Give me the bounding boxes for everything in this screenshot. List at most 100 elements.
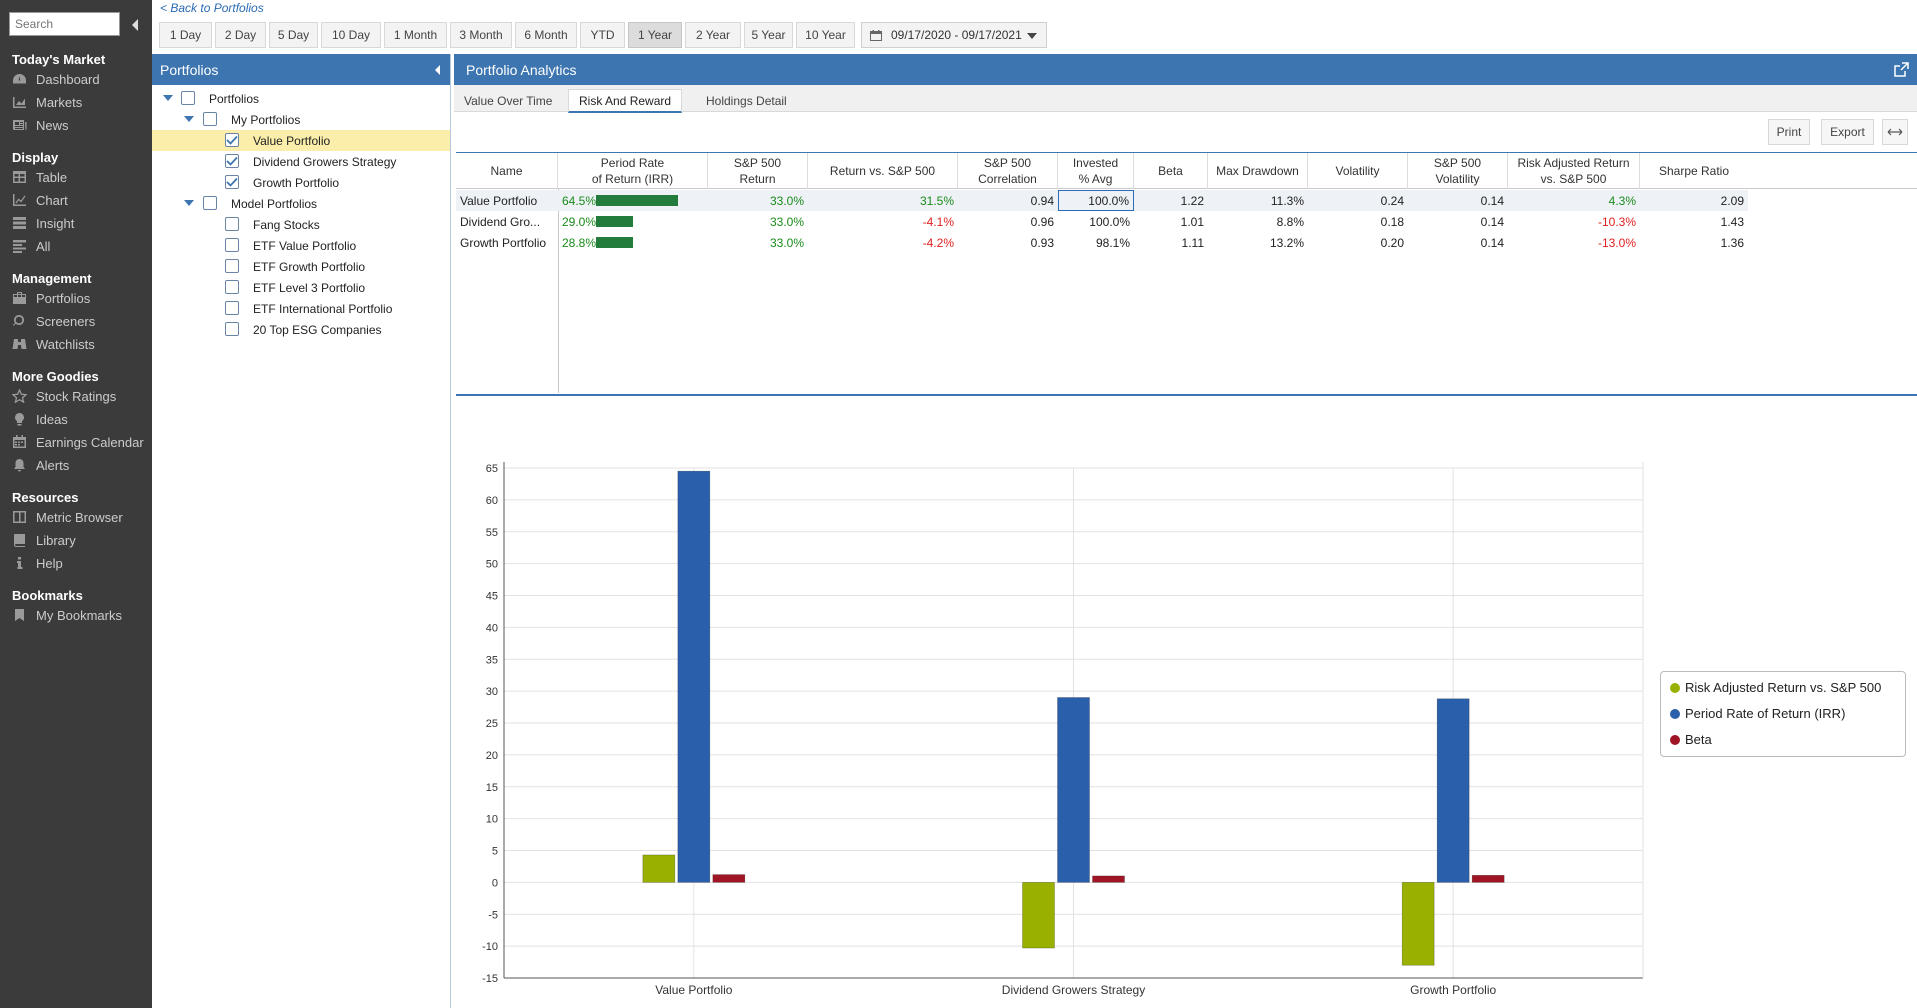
search-input[interactable] — [10, 13, 119, 35]
expand-toggle-icon[interactable] — [163, 95, 173, 101]
nav-item-library[interactable]: Library — [11, 530, 76, 550]
period-button-5-day[interactable]: 5 Day — [269, 22, 318, 48]
tree-item-growth-portfolio[interactable]: Growth Portfolio — [152, 172, 450, 193]
tree-item-etf-growth-portfolio[interactable]: ETF Growth Portfolio — [152, 256, 450, 277]
tree-item-fang-stocks[interactable]: Fang Stocks — [152, 214, 450, 235]
portfolios-panel-title: Portfolios — [160, 61, 219, 78]
print-button[interactable]: Print — [1768, 119, 1810, 145]
table-row[interactable]: Dividend Gro... 29.0% 33.0% -4.1% 0.96 100.0%… — [456, 211, 1748, 232]
tree-group-model-portfolios[interactable]: Model Portfolios — [152, 193, 450, 214]
tree-group-my-portfolios[interactable]: My Portfolios — [152, 109, 450, 130]
tab-holdings-detail[interactable]: Holdings Detail — [706, 94, 787, 108]
tree-item-etf-international-portfolio[interactable]: ETF International Portfolio — [152, 298, 450, 319]
column-header[interactable]: Max Drawdown — [1208, 153, 1308, 189]
period-button-1-month[interactable]: 1 Month — [384, 22, 447, 48]
checkbox[interactable] — [225, 301, 239, 315]
nav-item-alerts[interactable]: Alerts — [11, 455, 69, 475]
column-header[interactable]: Return vs. S&P 500 — [808, 153, 958, 189]
collapse-panel-icon[interactable] — [435, 65, 440, 75]
checkbox[interactable] — [203, 112, 217, 126]
nav-item-markets[interactable]: Markets — [11, 92, 82, 112]
search-box[interactable] — [9, 12, 120, 36]
checkbox-checked[interactable] — [225, 175, 239, 189]
table-row[interactable]: Growth Portfolio 28.8% 33.0% -4.2% 0.93 98.1%… — [456, 232, 1748, 253]
period-button-5-year[interactable]: 5 Year — [744, 22, 793, 48]
checkbox[interactable] — [225, 280, 239, 294]
expand-horizontal-icon — [1887, 128, 1903, 136]
tree-item-etf-level-3-portfolio[interactable]: ETF Level 3 Portfolio — [152, 277, 450, 298]
nav-item-chart[interactable]: Chart — [11, 190, 68, 210]
column-header[interactable]: Name — [456, 153, 558, 189]
expand-columns-button[interactable] — [1882, 119, 1908, 145]
checkbox[interactable] — [225, 217, 239, 231]
nav-item-dashboard[interactable]: Dashboard — [11, 69, 100, 89]
column-header[interactable]: Volatility — [1308, 153, 1408, 189]
column-header[interactable]: Period Rate of Return (IRR) — [558, 153, 708, 189]
legend-item[interactable]: Period Rate of Return (IRR) — [1670, 706, 1845, 721]
legend-item[interactable]: Risk Adjusted Return vs. S&P 500 — [1670, 680, 1881, 695]
period-button-10-year[interactable]: 10 Year — [796, 22, 855, 48]
cell-value: 0.93 — [1030, 235, 1054, 250]
period-button-2-day[interactable]: 2 Day — [215, 22, 266, 48]
period-button-3-month[interactable]: 3 Month — [450, 22, 512, 48]
legend-item[interactable]: Beta — [1670, 732, 1712, 747]
nav-item-help[interactable]: Help — [11, 553, 63, 573]
tree-item-value-portfolio[interactable]: Value Portfolio — [152, 130, 450, 151]
nav-item-table[interactable]: Table — [11, 167, 67, 187]
checkbox[interactable] — [203, 196, 217, 210]
nav-item-screeners[interactable]: Screeners — [11, 311, 95, 331]
period-button-1-year[interactable]: 1 Year — [628, 22, 682, 48]
tree-item-label: ETF Growth Portfolio — [253, 259, 366, 274]
column-header[interactable]: Beta — [1134, 153, 1208, 189]
period-button-1-day[interactable]: 1 Day — [159, 22, 212, 48]
nav-item-all[interactable]: All — [11, 236, 50, 256]
table-row[interactable]: Value Portfolio 64.5% 33.0% 31.5% 0.94 100.0%… — [456, 190, 1748, 211]
popout-icon[interactable] — [1894, 62, 1909, 77]
tree-item-label: Fang Stocks — [253, 217, 320, 232]
nav-item-news[interactable]: News — [11, 115, 69, 135]
column-header[interactable]: Risk Adjusted Return vs. S&P 500 — [1508, 153, 1640, 189]
tab-risk-and-reward[interactable]: Risk And Reward — [568, 89, 683, 113]
tree-root-portfolios[interactable]: Portfolios — [152, 88, 450, 109]
column-header[interactable]: S&P 500 Return — [708, 153, 808, 189]
checkbox-checked[interactable] — [225, 133, 239, 147]
expand-toggle-icon[interactable] — [184, 116, 194, 122]
cell-correlation: 0.93 — [958, 232, 1058, 253]
cell-irr: 64.5% — [558, 190, 708, 211]
period-button-10-day[interactable]: 10 Day — [321, 22, 381, 48]
checkbox[interactable] — [181, 91, 195, 105]
tree-item-etf-value-portfolio[interactable]: ETF Value Portfolio — [152, 235, 450, 256]
cell-value: 64.5% — [562, 193, 597, 208]
period-button-6-month[interactable]: 6 Month — [515, 22, 577, 48]
nav-item-metric-browser[interactable]: Metric Browser — [11, 507, 123, 527]
nav-item-label: Alerts — [36, 457, 70, 473]
column-header[interactable]: S&P 500 Volatility — [1408, 153, 1508, 189]
period-button-2-year[interactable]: 2 Year — [685, 22, 741, 48]
column-header[interactable]: Invested % Avg — [1058, 153, 1134, 189]
date-range-picker[interactable]: 09/17/2020 - 09/17/2021 — [861, 22, 1047, 48]
tree-item-dividend-growers-strategy[interactable]: Dividend Growers Strategy — [152, 151, 450, 172]
y-tick-label: 10 — [486, 814, 498, 826]
expand-toggle-icon[interactable] — [184, 200, 194, 206]
nav-item-watchlists[interactable]: Watchlists — [11, 334, 95, 354]
collapse-sidebar-icon[interactable] — [132, 19, 138, 31]
nav-item-my-bookmarks[interactable]: My Bookmarks — [11, 605, 122, 625]
column-header[interactable]: Sharpe Ratio — [1658, 164, 1730, 178]
lightbulb-icon — [11, 412, 27, 426]
export-button[interactable]: Export — [1821, 119, 1874, 145]
checkbox[interactable] — [225, 238, 239, 252]
tab-value-over-time[interactable]: Value Over Time — [464, 94, 553, 108]
tree-item-20-top-esg-companies[interactable]: 20 Top ESG Companies — [152, 319, 450, 340]
checkbox[interactable] — [225, 259, 239, 273]
nav-item-portfolios[interactable]: Portfolios — [11, 288, 90, 308]
nav-item-insight[interactable]: Insight — [11, 213, 74, 233]
nav-item-stock-ratings[interactable]: Stock Ratings — [11, 386, 116, 406]
period-button-ytd[interactable]: YTD — [580, 22, 625, 48]
nav-item-ideas[interactable]: Ideas — [11, 409, 68, 429]
column-header[interactable]: S&P 500 Correlation — [958, 153, 1058, 189]
checkbox-checked[interactable] — [225, 154, 239, 168]
checkbox[interactable] — [225, 322, 239, 336]
back-to-portfolios-link[interactable]: < Back to Portfolios — [160, 1, 264, 15]
nav-item-label: Metric Browser — [36, 509, 123, 525]
nav-item-earnings-calendar[interactable]: Earnings Calendar — [11, 432, 144, 452]
